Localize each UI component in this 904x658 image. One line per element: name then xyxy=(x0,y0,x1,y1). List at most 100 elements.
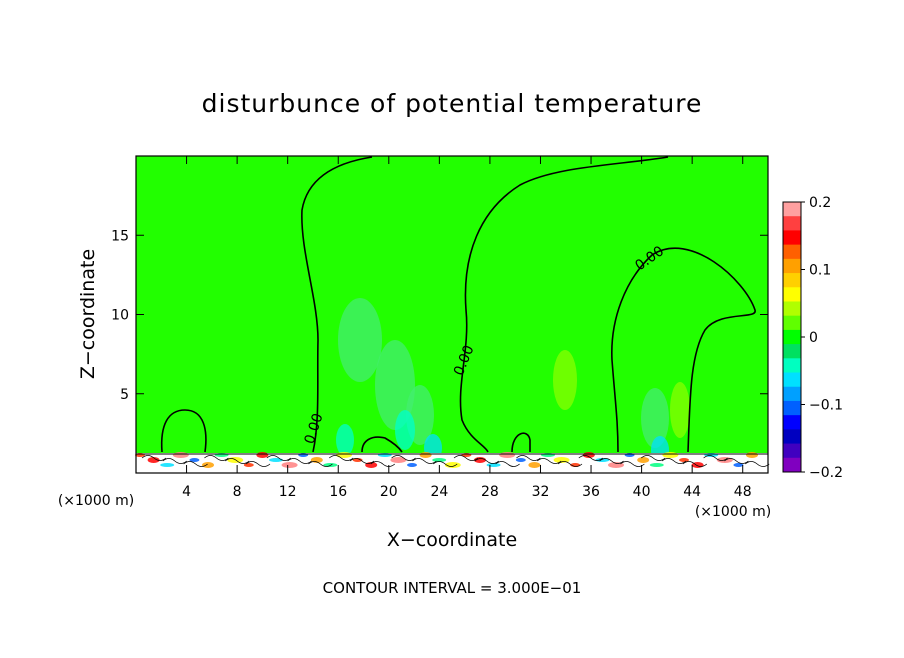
surface-patch xyxy=(407,463,417,467)
surface-contour xyxy=(557,461,583,467)
surface-patch xyxy=(269,458,283,462)
colorbar-swatch xyxy=(783,273,801,288)
surface-contour xyxy=(141,455,167,461)
x-tick-label: 12 xyxy=(279,484,297,500)
colorbar-swatch xyxy=(783,372,801,388)
colorbar-swatch xyxy=(783,457,801,473)
contour-line xyxy=(361,436,403,453)
surface-patch xyxy=(336,452,352,458)
surface-contour xyxy=(328,455,354,461)
colorbar-swatch xyxy=(783,287,801,302)
colorbar-swatch xyxy=(783,230,801,246)
colorbar-swatch xyxy=(783,358,801,374)
contour-line xyxy=(511,432,531,453)
colorbar-swatch xyxy=(783,344,801,359)
surface-contour xyxy=(536,458,562,464)
surface-contour xyxy=(495,461,520,467)
surface-patch xyxy=(352,458,363,462)
x-unit-left: (×1000 m) xyxy=(58,493,134,509)
surface-patch xyxy=(582,452,595,458)
surface-patch xyxy=(390,457,407,463)
surface-contour xyxy=(162,458,188,464)
surface-contour xyxy=(599,458,624,464)
surface-contour xyxy=(245,461,271,467)
surface-patch xyxy=(679,458,689,462)
surface-contour xyxy=(204,455,229,461)
y-axis: 5 10 15 xyxy=(111,228,768,403)
contour-interval-note: CONTOUR INTERVAL = 3.000E−01 xyxy=(323,579,582,597)
x-tick-label: 28 xyxy=(481,484,499,500)
x-tick-label: 44 xyxy=(683,484,701,500)
y-axis-label: Z−coordinate xyxy=(77,249,99,379)
x-tick-label: 8 xyxy=(233,484,242,500)
x-tick-label: 20 xyxy=(380,484,398,500)
field-blob xyxy=(553,350,577,410)
surface-contour xyxy=(183,461,208,467)
surface-contour xyxy=(287,458,312,464)
colorbar-swatch xyxy=(783,415,801,430)
x-tick-label: 40 xyxy=(633,484,651,500)
colorbar-swatch xyxy=(783,202,801,217)
y-tick-label: 5 xyxy=(120,387,129,403)
surface-patch xyxy=(432,458,447,462)
surface-patch xyxy=(733,463,744,467)
colorbar: 0.2 0.1 0 −0.1 −0.2 xyxy=(782,195,843,481)
surface-contour xyxy=(620,461,645,467)
x-tick-label: 48 xyxy=(734,484,752,500)
surface-patch xyxy=(160,463,175,467)
contour-line xyxy=(301,156,373,453)
surface-contour xyxy=(432,461,458,467)
surface-patch xyxy=(528,462,541,468)
x-tick-label: 4 xyxy=(182,484,191,500)
field-blob xyxy=(336,424,354,456)
field-blob xyxy=(375,340,415,430)
contour-line xyxy=(459,156,669,453)
surface-patch xyxy=(595,458,610,462)
surface-contour xyxy=(412,458,437,464)
surface-patch xyxy=(515,458,526,462)
contour-line xyxy=(611,247,756,453)
surface-contour xyxy=(661,458,687,464)
surface-contour xyxy=(578,455,604,461)
field-blob xyxy=(641,388,669,448)
x-unit-right: (×1000 m) xyxy=(695,504,771,520)
colorbar-swatch xyxy=(783,244,801,260)
surface-patch xyxy=(637,457,650,463)
surface-contour xyxy=(744,461,770,467)
y-tick-label: 15 xyxy=(111,228,129,244)
surface-contour xyxy=(453,455,479,461)
colorbar-swatch xyxy=(783,329,801,345)
field-blob xyxy=(395,410,415,450)
colorbar-tick-label: −0.1 xyxy=(809,398,843,414)
surface-contour xyxy=(516,455,541,461)
x-tick-label: 24 xyxy=(430,484,448,500)
x-tick-label: 16 xyxy=(329,484,347,500)
surface-patch xyxy=(662,452,679,458)
colorbar-swatch xyxy=(783,443,801,459)
surface-contour xyxy=(724,458,749,464)
surface-patch xyxy=(746,452,758,458)
colorbar-swatch xyxy=(783,400,801,416)
surface-patch xyxy=(419,452,432,458)
colorbar-swatch xyxy=(783,301,801,317)
surface-contour xyxy=(703,455,728,461)
surface-contour xyxy=(682,461,708,467)
surface-contour xyxy=(349,458,375,464)
surface-patch xyxy=(499,452,516,458)
colorbar-tick-label: 0 xyxy=(809,330,818,346)
surface-contour xyxy=(640,455,666,461)
x-axis: 4 8 12 16 20 24 28 32 36 40 44 48 xyxy=(182,156,752,500)
colorbar-swatch xyxy=(783,429,801,445)
contour-line xyxy=(160,409,207,453)
surface-contour xyxy=(391,455,416,461)
colorbar-swatch xyxy=(783,386,801,402)
surface-contour xyxy=(308,461,333,467)
surface-patch xyxy=(256,452,269,458)
surface-patch xyxy=(281,462,298,468)
y-tick-label: 10 xyxy=(111,308,129,324)
field-blob xyxy=(338,298,382,382)
colorbar-tick-label: −0.2 xyxy=(809,465,843,481)
surface-contour xyxy=(266,455,292,461)
chart-title: disturbunce of potential temperature xyxy=(202,89,703,118)
